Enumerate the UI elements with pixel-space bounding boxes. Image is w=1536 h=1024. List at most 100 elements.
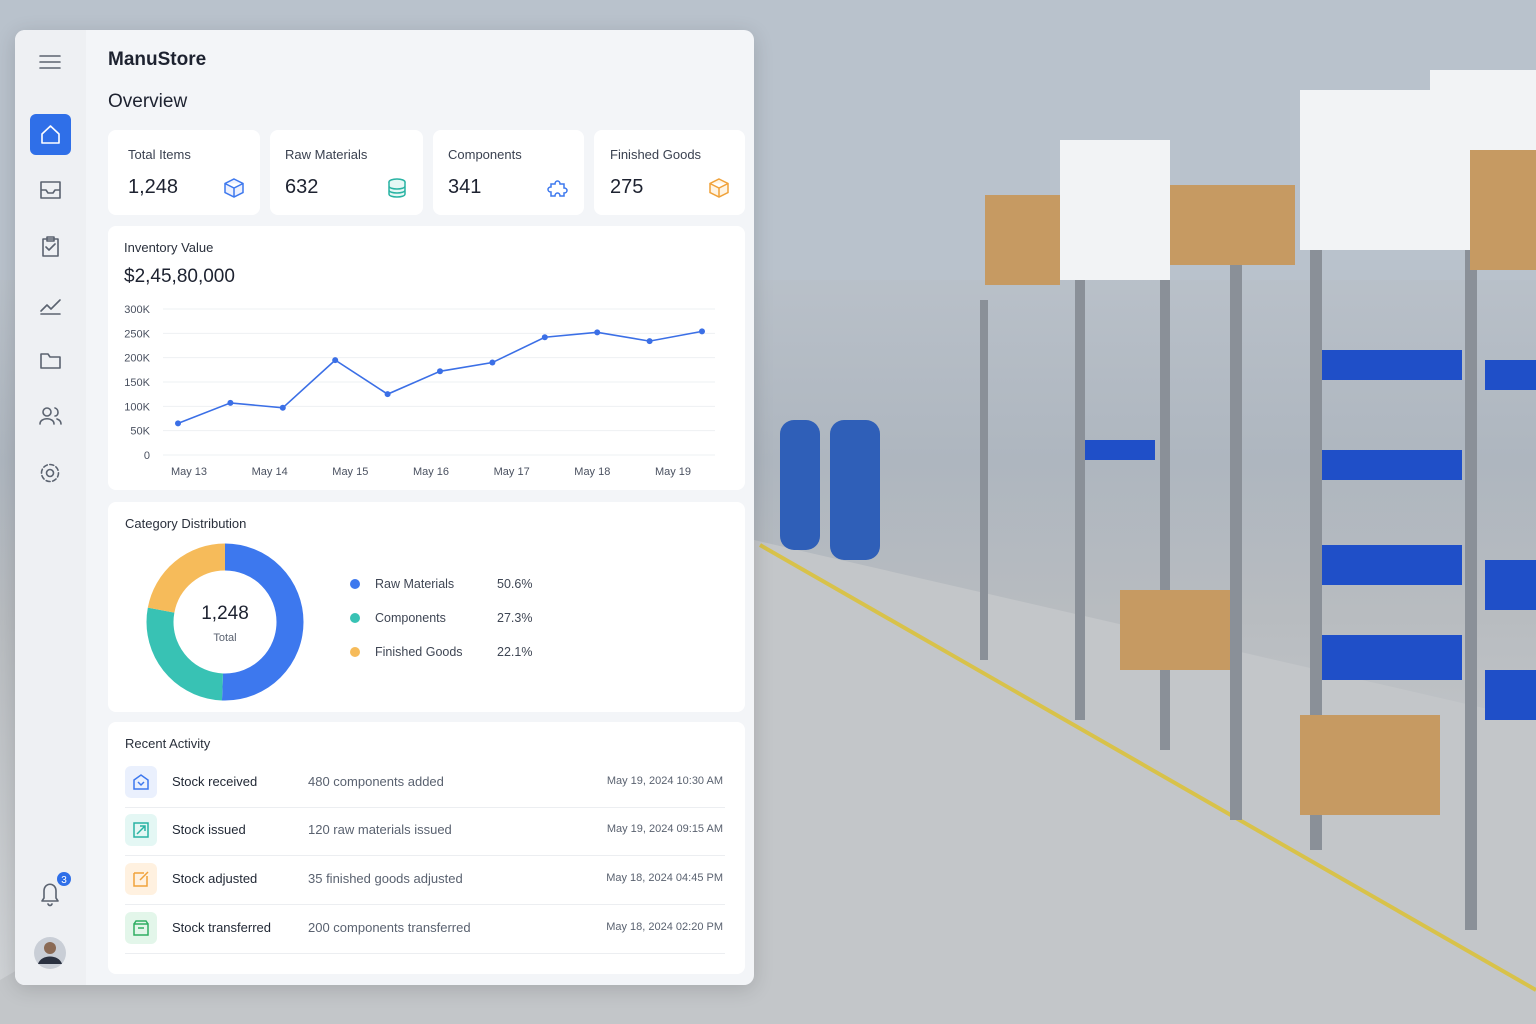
card-title: Recent Activity xyxy=(125,736,211,751)
stat-value: 275 xyxy=(610,176,644,198)
donut-chart: 1,248 Total Raw Materials 50.6% Components… xyxy=(146,543,532,701)
legend-label: Finished Goods xyxy=(375,645,463,659)
white-boxes xyxy=(1060,70,1536,280)
y-tick-label: 200K xyxy=(124,353,150,365)
tasks-icon[interactable] xyxy=(42,236,59,257)
y-tick-label: 150K xyxy=(124,377,150,389)
activity-title: Stock adjusted xyxy=(172,871,258,886)
home-button[interactable] xyxy=(30,114,71,155)
stat-card: Finished Goods 275 xyxy=(594,130,745,215)
stat-label: Components xyxy=(448,147,522,162)
line-point xyxy=(279,404,286,411)
y-tick-label: 250K xyxy=(124,328,150,340)
activity-time: May 19, 2024 10:30 AM xyxy=(606,775,723,787)
x-tick-label: May 15 xyxy=(332,466,368,478)
line-point xyxy=(384,391,391,398)
activity-icon xyxy=(125,766,157,798)
activity-description: 200 components transferred xyxy=(308,920,471,935)
x-tick-label: May 18 xyxy=(574,466,610,478)
line-point xyxy=(646,338,653,345)
activity-description: 480 components added xyxy=(308,774,444,789)
stat-card: Raw Materials 632 xyxy=(270,130,423,215)
inventory-card: Inventory Value $2,45,80,000 0 50K 100K 150… xyxy=(108,226,745,490)
legend-dot xyxy=(350,647,360,657)
stat-value: 341 xyxy=(448,176,482,198)
x-tick-label: May 13 xyxy=(171,466,207,478)
activity-row[interactable]: Stock transferred 200 components transfe… xyxy=(108,906,745,954)
stat-card: Total Items 1,248 xyxy=(108,130,260,215)
activity-description: 120 raw materials issued xyxy=(308,822,452,837)
activity-row[interactable]: Stock received 480 components added May … xyxy=(108,760,745,808)
settings-icon[interactable] xyxy=(40,463,60,483)
box-icon xyxy=(709,178,729,198)
workers xyxy=(780,420,880,560)
menu-icon[interactable] xyxy=(39,55,61,69)
y-tick-label: 50K xyxy=(130,426,150,438)
line-point xyxy=(699,328,705,335)
donut-center-label: Total xyxy=(213,632,236,644)
activity-description: 35 finished goods adjusted xyxy=(308,871,463,886)
y-tick-label: 0 xyxy=(144,450,150,462)
activity-title: Stock transferred xyxy=(172,920,271,935)
stat-label: Finished Goods xyxy=(610,147,702,162)
y-tick-label: 100K xyxy=(124,401,150,413)
activity-time: May 19, 2024 09:15 AM xyxy=(606,823,723,835)
row-separator xyxy=(125,807,725,808)
line-point xyxy=(594,329,601,336)
users-icon[interactable] xyxy=(39,407,62,425)
activity-time: May 18, 2024 02:20 PM xyxy=(606,921,723,933)
line-point xyxy=(489,359,496,366)
x-tick-label: May 14 xyxy=(252,466,288,478)
activity-time: May 18, 2024 04:45 PM xyxy=(606,872,723,884)
activity-icon xyxy=(125,814,157,846)
notification-badge xyxy=(57,872,71,886)
floor-line xyxy=(759,543,1536,992)
line-point xyxy=(175,420,181,427)
activity-title: Stock issued xyxy=(172,822,246,837)
legend-dot xyxy=(350,579,360,589)
notification-count: 3 xyxy=(61,875,67,886)
stat-label: Raw Materials xyxy=(285,147,368,162)
notifications-icon[interactable] xyxy=(41,883,59,907)
avatar[interactable] xyxy=(34,937,66,969)
x-tick-label: May 19 xyxy=(655,466,691,478)
cube-icon xyxy=(224,178,244,198)
y-tick-label: 300K xyxy=(124,304,150,316)
activity-card: Recent Activity Stock received 480 compo… xyxy=(108,722,745,974)
activity-row[interactable]: Stock issued 120 raw materials issued Ma… xyxy=(108,808,745,856)
database-icon xyxy=(388,178,406,198)
stat-label: Total Items xyxy=(128,147,191,162)
category-card: Category Distribution 1,248 Total Raw Ma… xyxy=(108,502,745,712)
app-panel: 3 ManuStore Overview Total Items 1,248 R… xyxy=(15,30,754,985)
inventory-total: $2,45,80,000 xyxy=(124,266,235,287)
line-point xyxy=(541,334,548,341)
folder-icon[interactable] xyxy=(40,353,61,369)
boxes xyxy=(985,150,1536,815)
legend-value: 50.6% xyxy=(497,577,532,591)
inbox-icon[interactable] xyxy=(40,181,61,199)
donut-center-value: 1,248 xyxy=(201,603,249,624)
card-title: Inventory Value xyxy=(124,240,214,255)
page-title: Overview xyxy=(108,91,188,112)
legend-label: Raw Materials xyxy=(375,577,454,591)
shelves xyxy=(980,230,1477,930)
home-icon[interactable] xyxy=(41,125,60,144)
row-separator xyxy=(125,953,725,954)
sidebar: 3 xyxy=(15,30,86,985)
legend-label: Components xyxy=(375,611,446,625)
line-series xyxy=(177,330,703,425)
legend-value: 22.1% xyxy=(497,645,532,659)
row-separator xyxy=(125,904,725,905)
line-chart: 0 50K 100K 150K 200K 250K 300K May 13 May 14 May … xyxy=(124,304,715,478)
analytics-icon[interactable] xyxy=(40,299,61,315)
card-title: Category Distribution xyxy=(125,516,247,531)
x-tick-label: May 17 xyxy=(494,466,530,478)
blue-bins xyxy=(1085,350,1536,720)
line-point xyxy=(332,357,339,364)
line-point xyxy=(437,368,443,375)
stat-card: Components 341 xyxy=(433,130,584,215)
activity-row[interactable]: Stock adjusted 35 finished goods adjuste… xyxy=(108,857,745,905)
activity-title: Stock received xyxy=(172,774,258,789)
x-tick-label: May 16 xyxy=(413,466,449,478)
